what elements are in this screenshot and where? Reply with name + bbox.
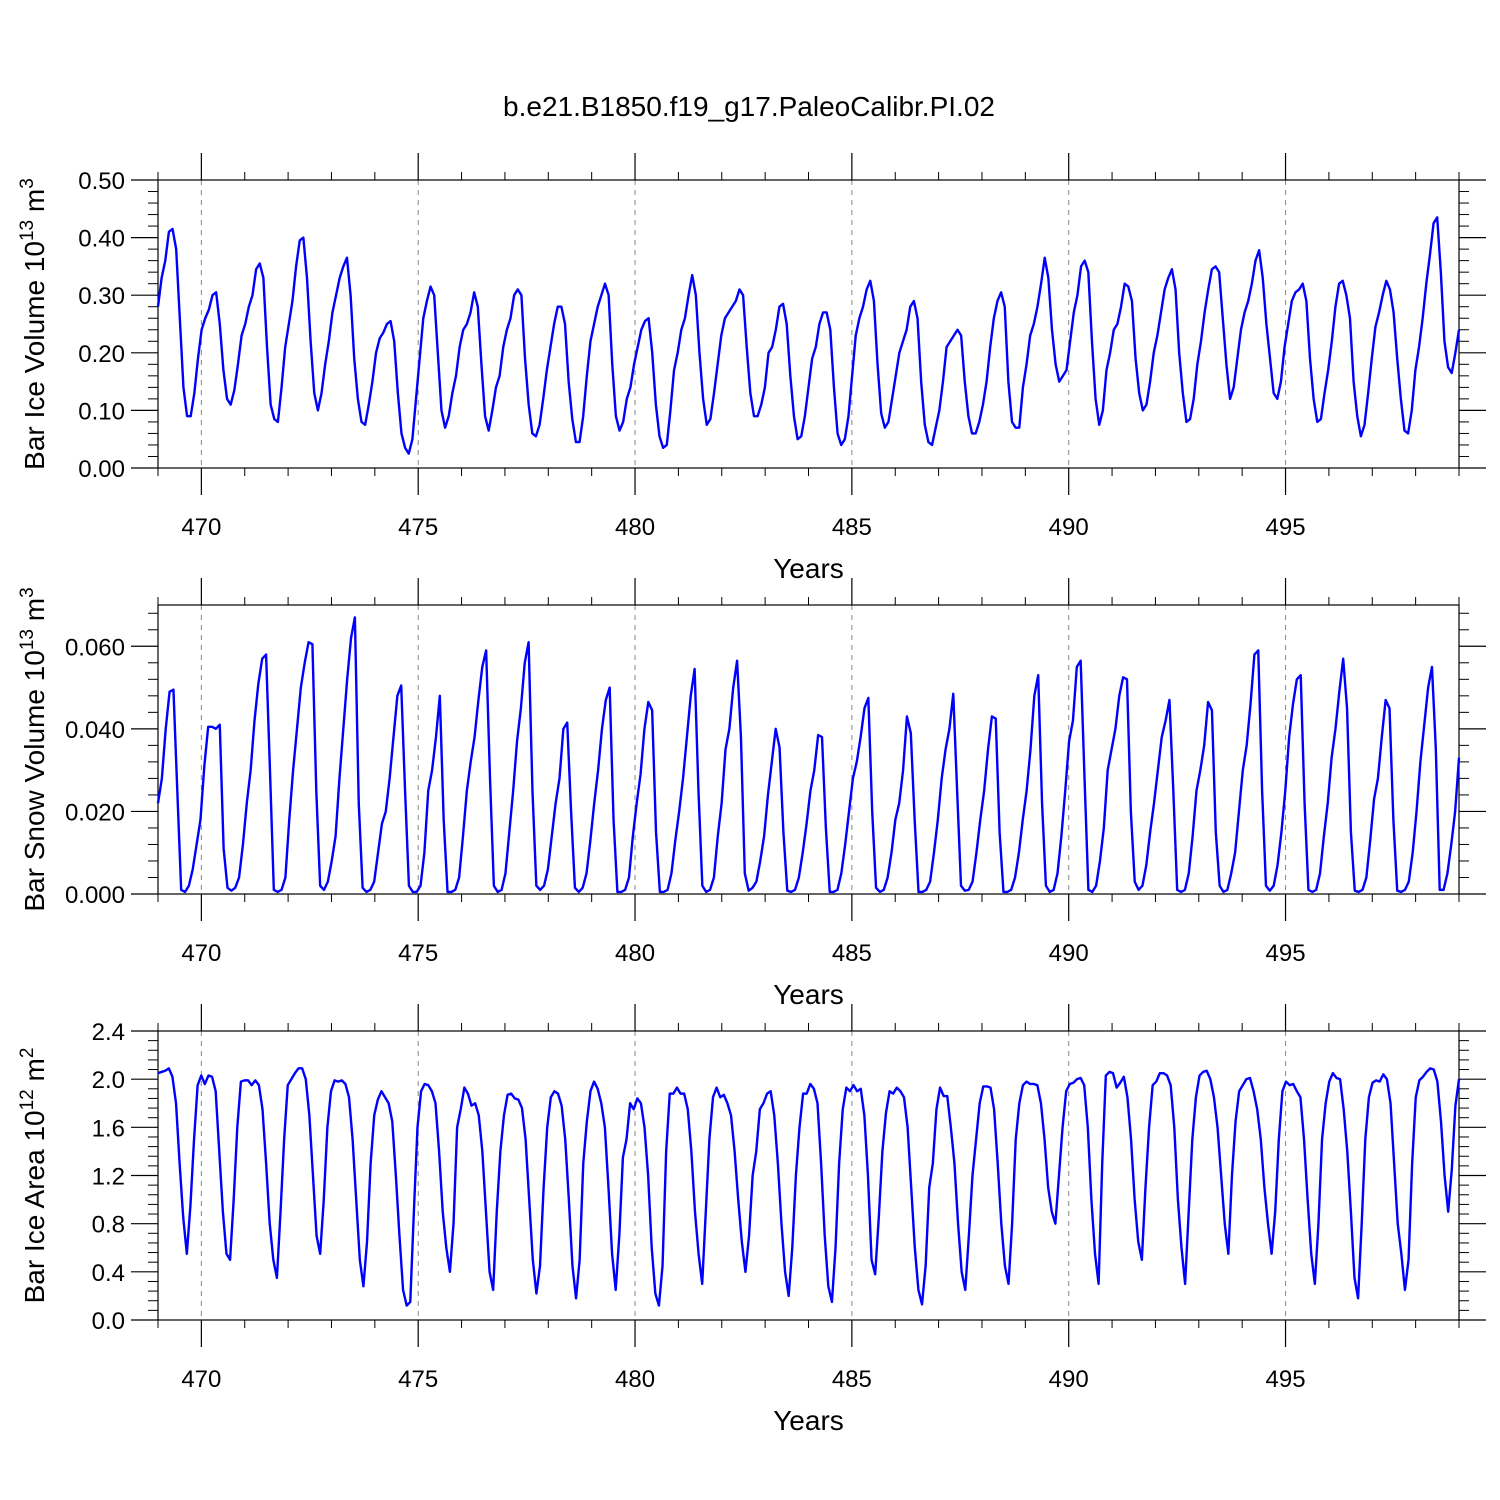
x-tick-label: 475 [398, 1366, 438, 1393]
figure-title: b.e21.B1850.f19_g17.PaleoCalibr.PI.02 [503, 91, 995, 122]
y-tick-label: 0.040 [65, 717, 125, 744]
y-tick-label: 0.40 [78, 226, 125, 253]
y-tick-label: 0.060 [65, 634, 125, 661]
y-tick-label: 0.8 [92, 1212, 125, 1239]
x-tick-label: 485 [832, 1366, 872, 1393]
x-tick-label: 485 [832, 940, 872, 967]
data-line [157, 1067, 1461, 1307]
x-tick-label: 470 [181, 1366, 221, 1393]
chart-panel-ice-volume: 470 475 480 485 490 495 0.00 0.10 0.20 0.30 0.40 0.… [17, 153, 1486, 584]
x-tick-label: 490 [1049, 1366, 1089, 1393]
x-tick-label: 470 [181, 514, 221, 541]
x-tick-label: 480 [615, 1366, 655, 1393]
y-tick-label: 0.4 [92, 1260, 125, 1287]
x-tick-label: 480 [615, 514, 655, 541]
chart-panel-ice-area: 470 475 480 485 490 495 0.0 0.4 0.8 1.2 1.6 2.0 2.4 Y… [17, 1004, 1486, 1436]
x-tick-label: 475 [398, 514, 438, 541]
x-tick-label: 480 [615, 940, 655, 967]
x-tick-label: 495 [1266, 940, 1306, 967]
y-tick-label: 0.000 [65, 882, 125, 909]
y-tick-label: 1.6 [92, 1115, 125, 1142]
x-tick-label: 490 [1049, 940, 1089, 967]
x-tick-label: 490 [1049, 514, 1089, 541]
plot-frame [157, 179, 1460, 469]
y-axis-label: Bar Ice Area 1012 m2 [17, 1048, 50, 1304]
y-tick-label: 0.020 [65, 799, 125, 826]
y-tick-label: 0.00 [78, 456, 125, 483]
y-tick-label: 2.0 [92, 1067, 125, 1094]
x-tick-label: 485 [832, 514, 872, 541]
y-tick-label: 0.30 [78, 283, 125, 310]
y-tick-label: 0.20 [78, 341, 125, 368]
y-tick-label: 1.2 [92, 1164, 125, 1191]
y-axis-label: Bar Snow Volume 1013 m3 [17, 587, 50, 911]
chart-panel-snow-volume: 470 475 480 485 490 495 0.000 0.020 0.040 0.060 Ye… [17, 578, 1486, 1010]
y-tick-label: 2.4 [92, 1019, 125, 1046]
x-axis-label: Years [773, 1405, 844, 1436]
plot-frame [157, 1030, 1460, 1321]
plot-frame [157, 604, 1460, 895]
x-tick-label: 495 [1266, 1366, 1306, 1393]
y-tick-label: 0.0 [92, 1308, 125, 1335]
y-axis-label: Bar Ice Volume 1013 m3 [17, 178, 50, 470]
x-tick-label: 470 [181, 940, 221, 967]
y-tick-label: 0.10 [78, 398, 125, 425]
data-line [156, 216, 1461, 455]
x-axis-label: Years [773, 979, 844, 1010]
x-axis-label: Years [773, 553, 844, 584]
panels: 470 475 480 485 490 495 0.00 0.10 0.20 0.30 0.40 0.… [17, 153, 1486, 1436]
x-tick-label: 495 [1266, 514, 1306, 541]
data-line [156, 616, 1461, 894]
x-tick-label: 475 [398, 940, 438, 967]
y-tick-label: 0.50 [78, 168, 125, 195]
